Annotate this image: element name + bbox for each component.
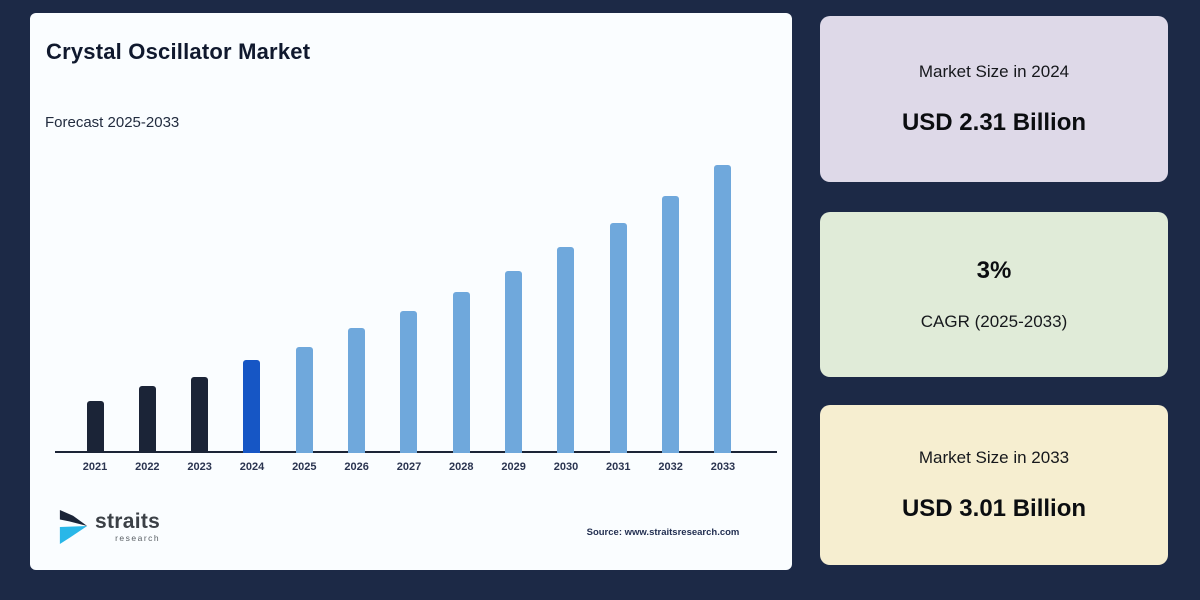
stat-card-market-size-2033: Market Size in 2033 USD 3.01 Billion [820,405,1168,565]
page-title: Crystal Oscillator Market [46,39,311,64]
bar-2021 [86,401,104,453]
x-tick-2031: 2031 [606,461,631,473]
bar-2024 [243,360,261,453]
bar-chart: 2021 2022 2023 2024 2025 2026 2027 2028 2029 2030… [30,13,792,570]
bar-2033 [714,165,732,453]
bar-2031 [609,223,627,453]
x-tick-2033: 2033 [710,461,736,473]
logo-name: straits [95,510,161,534]
x-tick-2026: 2026 [344,461,369,473]
stat-value: 3% [976,257,1012,284]
stat-label: Market Size in 2033 [918,447,1070,467]
chart-card: Crystal Oscillator Market Forecast 2025-… [30,13,792,570]
forecast-subtitle: Forecast 2025-2033 [45,114,180,131]
straits-arrow-icon [59,510,88,544]
bar-2023 [191,377,209,453]
x-tick-2023: 2023 [187,461,212,473]
x-tick-2027: 2027 [396,461,422,473]
logo-text: straits research [95,511,160,543]
x-tick-2028: 2028 [449,461,474,473]
x-tick-2032: 2032 [658,461,683,473]
bar-2028 [452,292,470,453]
bar-2032 [662,196,680,453]
bar-2026 [348,328,366,453]
stat-label: CAGR (2025-2033) [920,312,1068,331]
stat-value: USD 2.31 Billion [901,108,1087,136]
stat-card-cagr: 3% CAGR (2025-2033) [820,212,1168,377]
logo-subname: research [115,533,161,544]
bar-2027 [400,311,418,453]
bar-2022 [138,386,156,453]
source-attribution: Source: www.straitsresearch.com [586,527,740,538]
bar-2025 [295,347,313,453]
bar-2029 [505,271,523,453]
x-tick-2029: 2029 [501,461,526,473]
x-tick-2030: 2030 [553,461,579,473]
x-tick-2022: 2022 [135,461,160,473]
stat-card-market-size-2024: Market Size in 2024 USD 2.31 Billion [820,16,1168,182]
x-tick-2021: 2021 [82,461,108,473]
bar-2030 [557,247,575,453]
x-tick-2024: 2024 [239,461,265,473]
stat-value: USD 3.01 Billion [901,494,1087,522]
straits-research-logo: straits research [58,508,160,546]
x-tick-2025: 2025 [292,461,317,473]
stat-label: Market Size in 2024 [918,61,1070,81]
